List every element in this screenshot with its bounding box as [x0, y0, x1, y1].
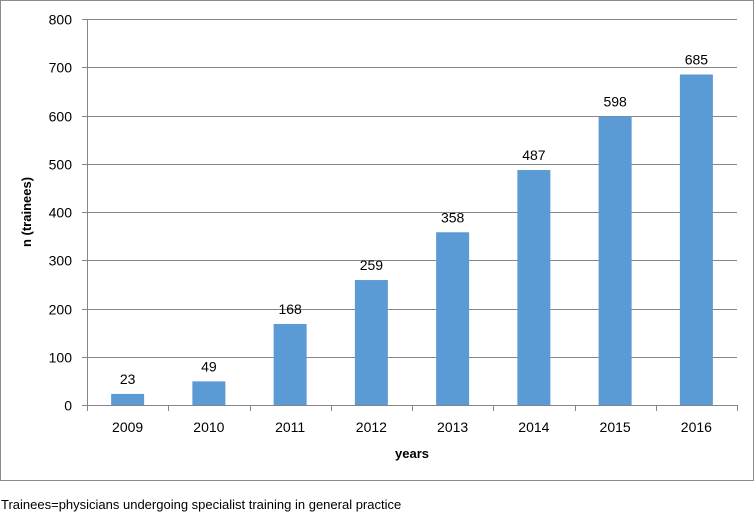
- data-label: 259: [360, 257, 384, 273]
- x-axis-title: years: [395, 446, 429, 461]
- x-tick-label: 2011: [275, 419, 305, 435]
- y-tick-label: 400: [49, 205, 73, 221]
- y-tick-label: 300: [49, 253, 73, 269]
- data-label: 49: [201, 358, 217, 374]
- data-label: 487: [522, 147, 546, 163]
- data-label: 23: [120, 371, 136, 387]
- bar-2016: [679, 74, 713, 406]
- bar-2013: [436, 232, 470, 405]
- x-tick-label: 2012: [356, 419, 387, 435]
- bar-2009: [111, 393, 145, 405]
- bar-2012: [354, 280, 388, 405]
- x-tick-label: 2013: [437, 419, 468, 435]
- y-tick-label: 500: [49, 157, 73, 173]
- x-tick-label: 2016: [681, 419, 712, 435]
- y-tick-label: 600: [49, 109, 73, 125]
- y-tick-label: 0: [64, 398, 72, 414]
- chart-frame: [0, 0, 754, 481]
- x-tick-label: 2014: [518, 419, 549, 435]
- x-tick-label: 2009: [112, 419, 143, 435]
- y-tick-label: 200: [49, 302, 73, 318]
- data-label: 358: [441, 209, 465, 225]
- y-tick-label: 100: [49, 350, 73, 366]
- data-label: 685: [685, 51, 709, 67]
- bar-2014: [517, 170, 551, 405]
- x-tick-label: 2015: [600, 419, 631, 435]
- bar-2011: [273, 323, 307, 405]
- footnote: Trainees=physicians undergoing specialis…: [1, 497, 402, 512]
- bar-2015: [598, 116, 632, 405]
- data-label: 168: [278, 301, 302, 317]
- bar-2010: [192, 381, 226, 405]
- bar-chart: 0 100 200 300 400 500 600 700 800 23 2009 49 2010 168…: [19, 12, 738, 461]
- y-tick-label: 800: [49, 12, 73, 28]
- data-label: 598: [603, 93, 627, 109]
- x-tick-label: 2010: [193, 419, 224, 435]
- y-tick-label: 700: [49, 60, 73, 76]
- y-axis-title: n (trainees): [19, 177, 34, 247]
